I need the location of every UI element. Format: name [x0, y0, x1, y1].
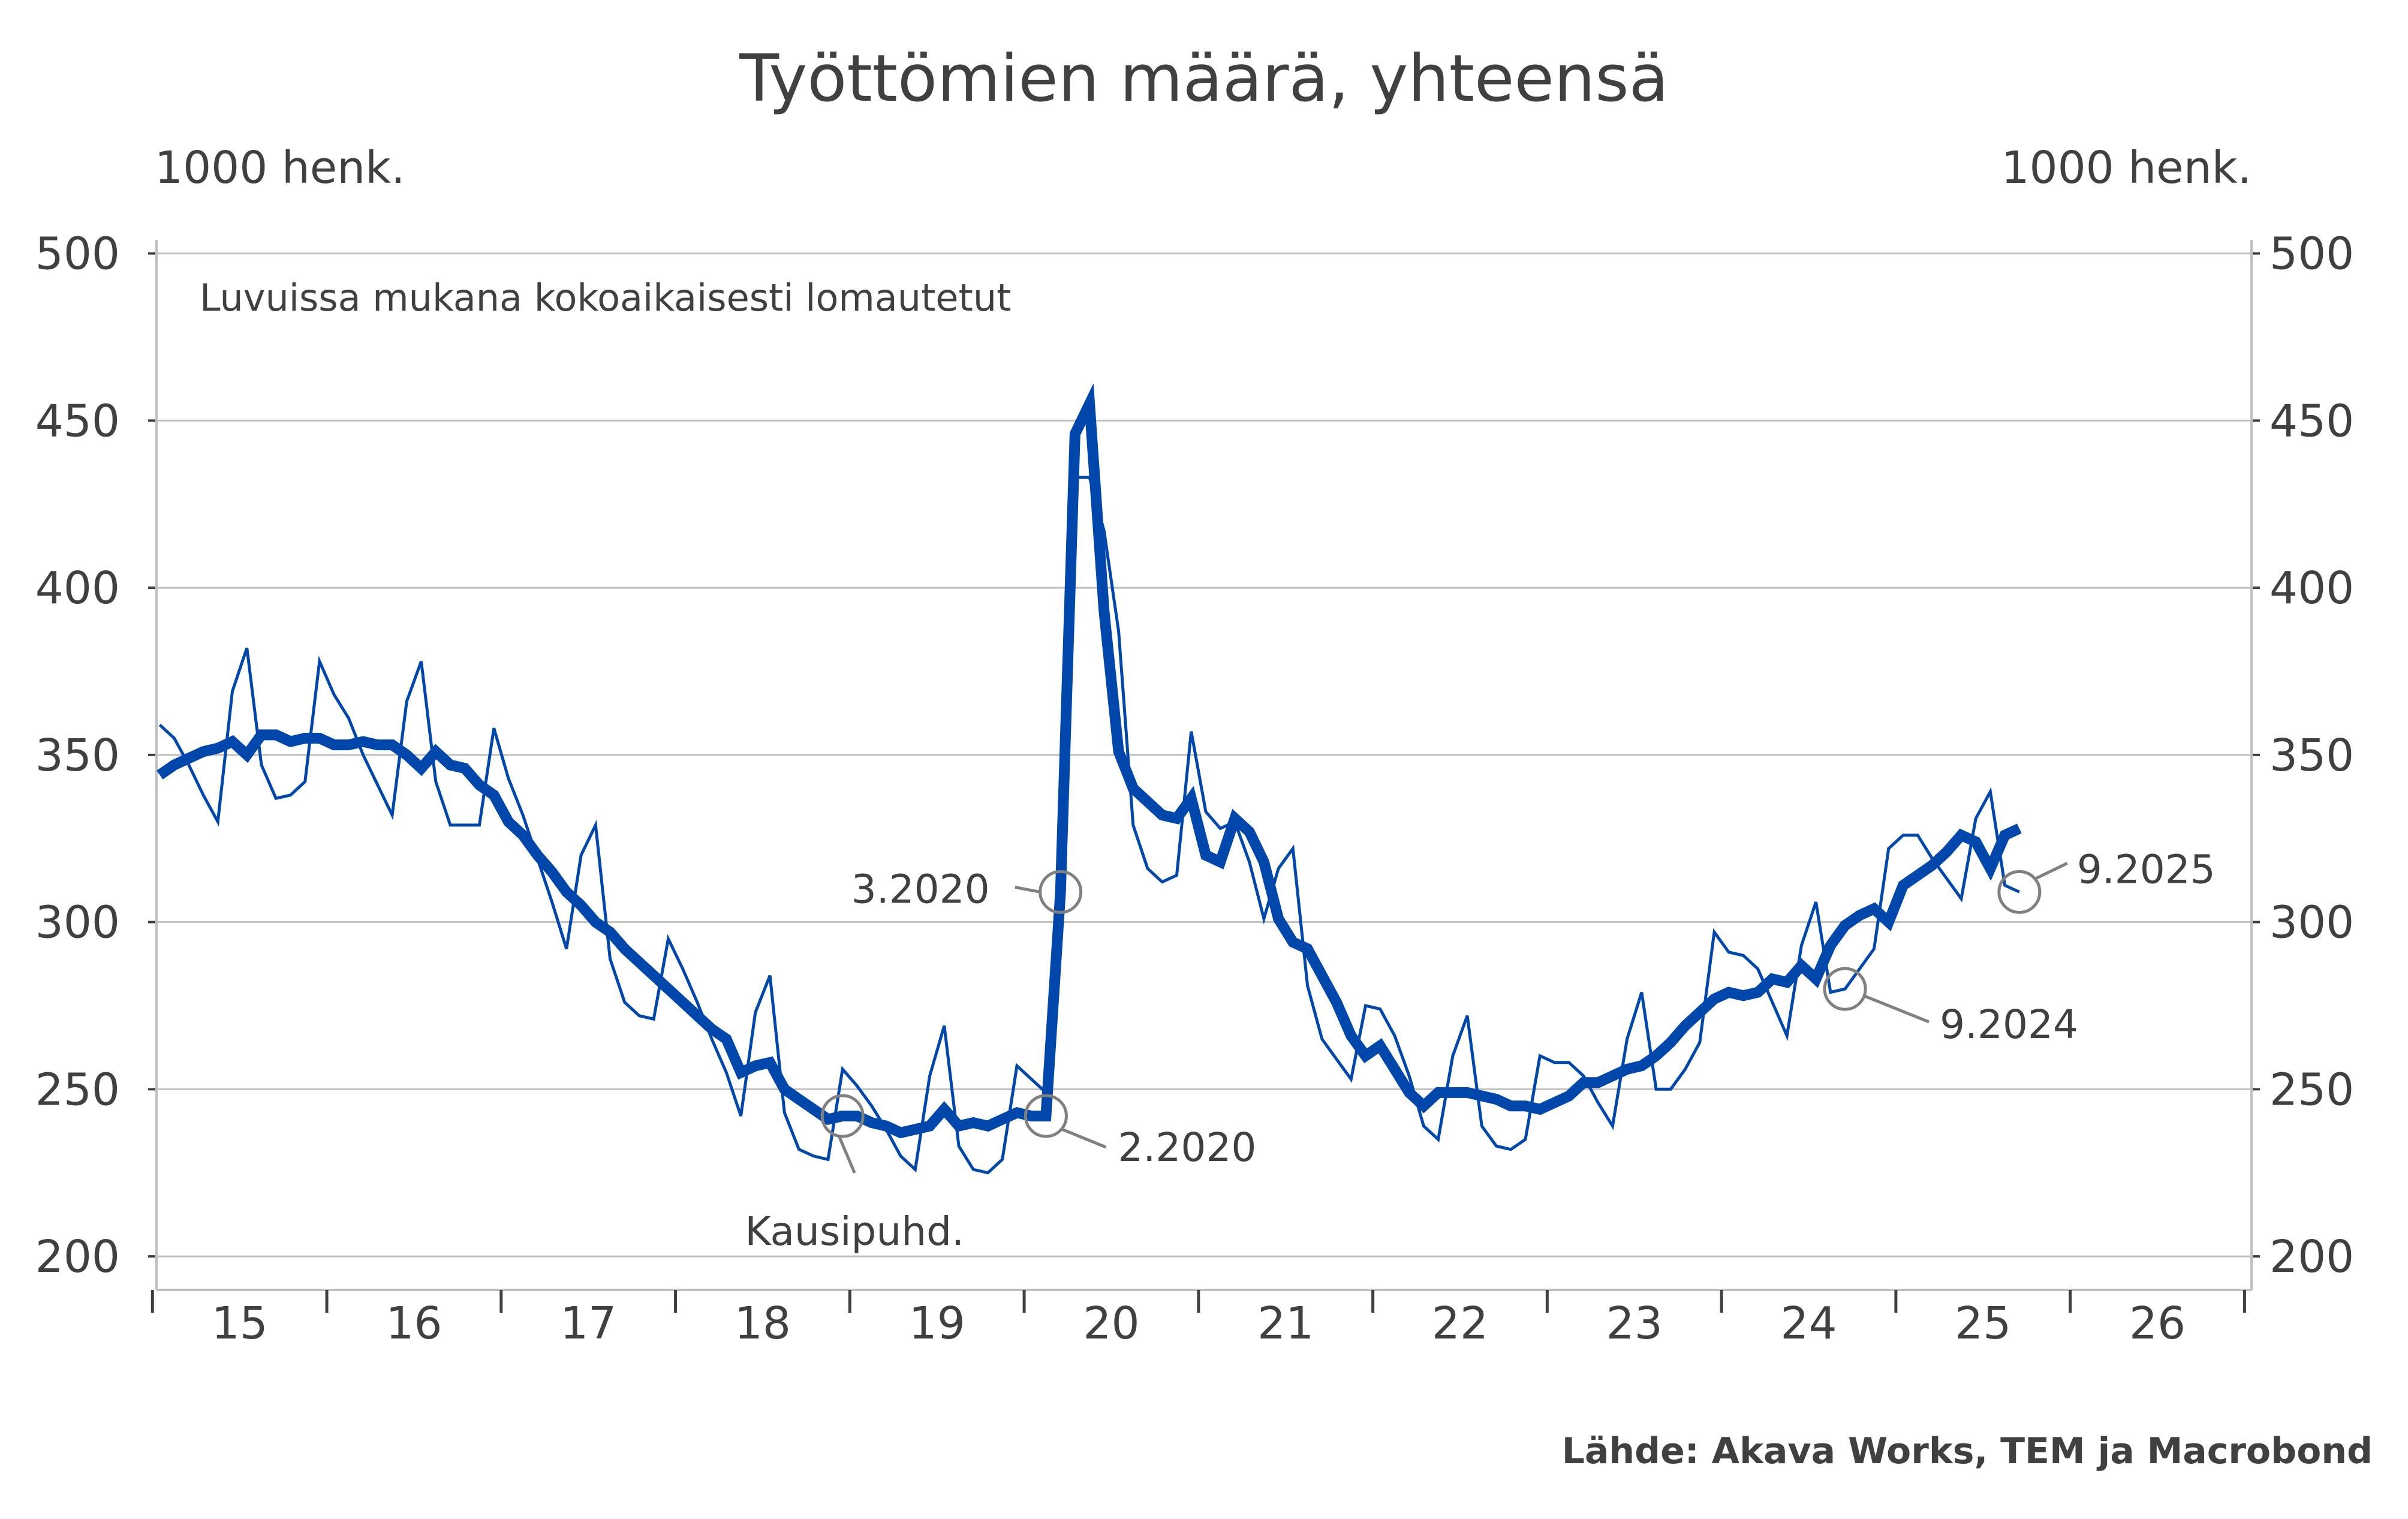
gridlines: [148, 252, 2260, 1258]
annotation-leader-line: [1015, 885, 1041, 894]
y-tick-label-left: 500: [35, 228, 120, 280]
annotation-circle: [1823, 967, 1867, 1011]
annotation-label: 3.2020: [851, 866, 990, 912]
x-tick-label: 23: [1606, 1298, 1663, 1349]
x-tick-label: 17: [560, 1298, 616, 1349]
y-tick-label-right: 400: [2269, 563, 2354, 614]
y-tick-label-left: 350: [35, 730, 120, 781]
monthly-line: [158, 476, 2020, 1175]
y-tick-label-left: 250: [35, 1064, 120, 1115]
annotation-label: 9.2025: [2077, 846, 2216, 892]
annotation-leader-line: [1864, 994, 1930, 1024]
annotation-circle: [1039, 870, 1083, 914]
right-axis-unit: 1000 henk.: [2001, 142, 2252, 194]
x-tick-label: 26: [2129, 1298, 2186, 1349]
seasonally-adjusted-line: [156, 383, 2022, 1139]
x-tick-label: 15: [212, 1298, 268, 1349]
left-axis-unit: 1000 henk.: [155, 142, 405, 194]
y-tick-label-right: 250: [2269, 1064, 2354, 1115]
x-tick-label: 22: [1432, 1298, 1488, 1349]
annotations: Kausipuhd. 2.2020 3.2020 9.2024 9.2025: [745, 846, 2215, 1255]
annotation-leader-line: [2034, 862, 2068, 880]
annotation-circle: [820, 1094, 865, 1138]
x-tick-label: 19: [909, 1298, 965, 1349]
annotation-label: Kausipuhd.: [745, 1208, 964, 1255]
y-tick-label-left: 450: [35, 395, 120, 447]
y-tick-label-left: 400: [35, 563, 120, 614]
x-tick-label: 21: [1257, 1298, 1314, 1349]
x-tick-label: 24: [1780, 1298, 1837, 1349]
annotation-circle: [1997, 870, 2042, 914]
y-tick-label-right: 500: [2269, 228, 2354, 280]
source-text: Lähde: Akava Works, TEM ja Macrobond: [1562, 1430, 2373, 1472]
x-tick-label: 25: [1955, 1298, 2011, 1349]
x-tick-labels: 15 16 17 18 19 20 21 22 23 24 25 26: [212, 1298, 2186, 1349]
annotation-label: 9.2024: [1940, 1001, 2078, 1048]
chart-title: Työttömien määrä, yhteensä: [739, 41, 1669, 116]
annotation-circle: [1024, 1094, 1068, 1138]
axes: [150, 240, 2253, 1313]
annotation-leader-line: [1061, 1127, 1107, 1149]
y-tick-labels: 200 200 250 250 300 300 350 350 400 400 450 450 500 5…: [35, 228, 2355, 1283]
annotation-leader-line: [838, 1135, 856, 1174]
y-tick-label-right: 300: [2269, 897, 2354, 949]
series-lines: [156, 383, 2022, 1175]
y-tick-label-left: 300: [35, 897, 120, 949]
chart-note: Luvuissa mukana kokoaikaisesti lomautetu…: [200, 276, 1011, 320]
x-tick-label: 16: [386, 1298, 442, 1349]
x-tick-label: 20: [1083, 1298, 1139, 1349]
annotation-label: 2.2020: [1118, 1124, 1256, 1171]
y-tick-label-right: 200: [2269, 1231, 2354, 1283]
y-tick-label-right: 350: [2269, 730, 2354, 781]
y-tick-label-left: 200: [35, 1231, 120, 1283]
y-tick-label-right: 450: [2269, 395, 2354, 447]
x-tick-label: 18: [735, 1298, 791, 1349]
